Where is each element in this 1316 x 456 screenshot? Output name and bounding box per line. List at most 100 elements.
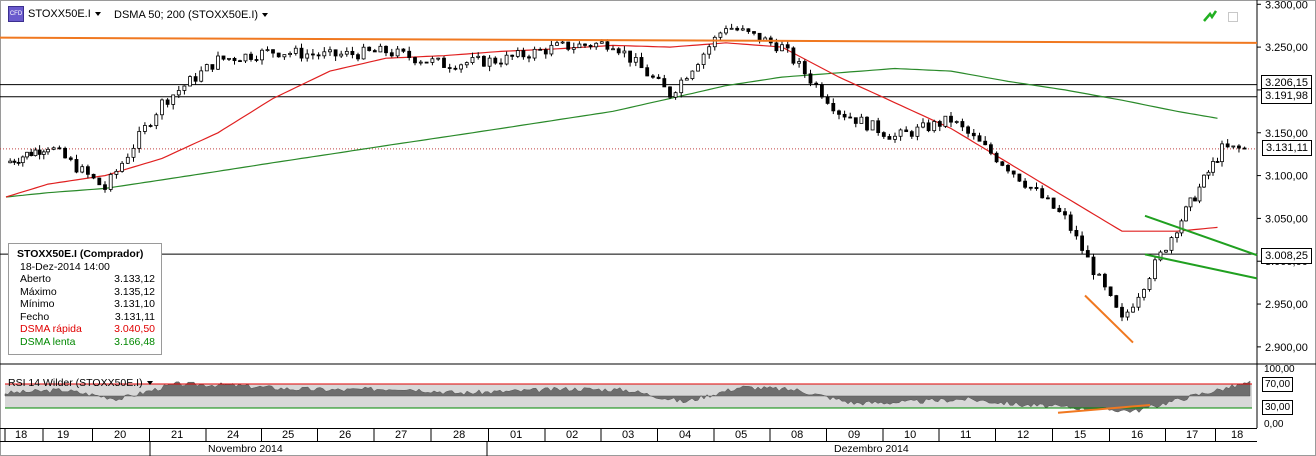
candle-body: [718, 32, 723, 38]
candle-body: [543, 49, 548, 55]
candle-body: [538, 48, 543, 51]
candle-body: [904, 129, 909, 133]
candle-body: [893, 135, 897, 140]
candle-body: [74, 159, 79, 173]
candle-body: [333, 49, 338, 57]
candle-body: [808, 73, 813, 84]
candle-body: [515, 50, 520, 57]
instrument-dropdown-icon[interactable]: [94, 12, 101, 16]
candle-body: [622, 50, 627, 54]
window-minimize-icon[interactable]: [1228, 12, 1238, 22]
candle-body: [249, 53, 253, 60]
candle-body: [853, 117, 858, 124]
info-row-fast-sma: DSMA rápida 3.040,50: [20, 323, 155, 336]
candle-body: [305, 53, 310, 59]
candle-body: [316, 54, 321, 57]
candle-body: [909, 131, 914, 137]
candle-body: [356, 54, 360, 60]
x-tick-label: 25: [282, 429, 294, 441]
candle-body: [527, 56, 531, 59]
instrument-selector[interactable]: CFD STOXX50E.I: [8, 6, 101, 22]
indicator-selector[interactable]: DSMA 50; 200 (STOXX50E.I): [114, 9, 269, 21]
candle-body: [1034, 187, 1039, 190]
candle-body: [921, 122, 925, 128]
candle-body: [785, 44, 790, 49]
candle-body: [870, 120, 875, 131]
y-tick-label: 2.900,00: [1265, 342, 1308, 354]
candle-body: [656, 76, 661, 79]
candle-body: [57, 147, 62, 150]
candle-body: [193, 76, 198, 82]
cfd-icon: CFD: [8, 6, 24, 22]
candle-body: [831, 103, 836, 112]
candle-body: [154, 114, 159, 127]
x-tick-label: 20: [114, 429, 126, 441]
candle-body: [1220, 143, 1224, 163]
candle-body: [171, 94, 176, 105]
candle-body: [447, 67, 452, 69]
x-tick-label: 10: [904, 429, 916, 441]
candle-body: [937, 121, 942, 127]
signal-arrow-icon[interactable]: [1203, 10, 1218, 22]
candle-body: [566, 41, 571, 50]
candle-body: [837, 110, 841, 115]
x-tick-label: 17: [1186, 429, 1198, 441]
candle-body: [120, 162, 124, 172]
candle-body: [476, 55, 481, 58]
candle-body: [577, 43, 582, 49]
candle-body: [12, 160, 17, 163]
rsi-indicator-selector[interactable]: RSI 14 Wilder (STOXX50E.I): [8, 377, 153, 389]
candle-body: [1006, 164, 1010, 172]
candle-body: [684, 78, 689, 81]
candle-body: [690, 70, 695, 79]
candle-body: [293, 47, 298, 54]
rsi-dropdown-icon[interactable]: [146, 381, 153, 386]
candle-body: [724, 28, 728, 34]
candle-body: [1051, 197, 1056, 209]
candle-body: [571, 47, 576, 50]
instrument-name: STOXX50E.I: [28, 7, 91, 20]
candle-body: [176, 90, 181, 96]
candle-body: [549, 44, 554, 55]
info-row-open: Aberto 3.133,12: [20, 273, 155, 285]
candle-body: [859, 116, 864, 124]
candle-body: [367, 46, 372, 51]
candle-body: [865, 116, 869, 131]
price-label-support: 3.008,25: [1261, 248, 1312, 264]
candle-body: [729, 27, 734, 30]
candle-body: [932, 121, 937, 132]
candle-body: [983, 140, 988, 146]
candle-body: [1000, 161, 1005, 166]
x-tick-label: 19: [57, 429, 69, 441]
candle-body: [651, 75, 655, 78]
candle-body: [583, 43, 587, 46]
candle-body: [679, 79, 684, 94]
candle-body: [1063, 211, 1067, 216]
x-tick-label: 24: [227, 429, 239, 441]
candle-body: [1175, 232, 1179, 239]
candle-body: [33, 149, 38, 157]
candle-body: [1114, 295, 1119, 308]
candle-body: [1023, 180, 1027, 188]
candle-body: [165, 99, 170, 105]
candle-body: [68, 157, 73, 160]
candle-body: [1193, 197, 1197, 202]
candle-body: [1091, 256, 1096, 276]
indicator-dropdown-icon[interactable]: [262, 13, 269, 18]
candle-body: [459, 64, 464, 70]
x-tick-label: 16: [1131, 429, 1143, 441]
candle-body: [232, 57, 237, 62]
candle-body: [1068, 214, 1073, 231]
candle-body: [413, 57, 417, 64]
candle-body: [532, 48, 537, 59]
candle-body: [842, 113, 847, 118]
candle-body: [20, 156, 25, 164]
candle-body: [616, 48, 621, 54]
candle-body: [210, 64, 215, 70]
candle-body: [481, 55, 486, 67]
candle-body: [1142, 289, 1146, 298]
candle-body: [436, 57, 441, 60]
candle-body: [1136, 296, 1141, 308]
candle-body: [86, 166, 90, 175]
rsi-label-70: 70,00: [1262, 377, 1294, 392]
